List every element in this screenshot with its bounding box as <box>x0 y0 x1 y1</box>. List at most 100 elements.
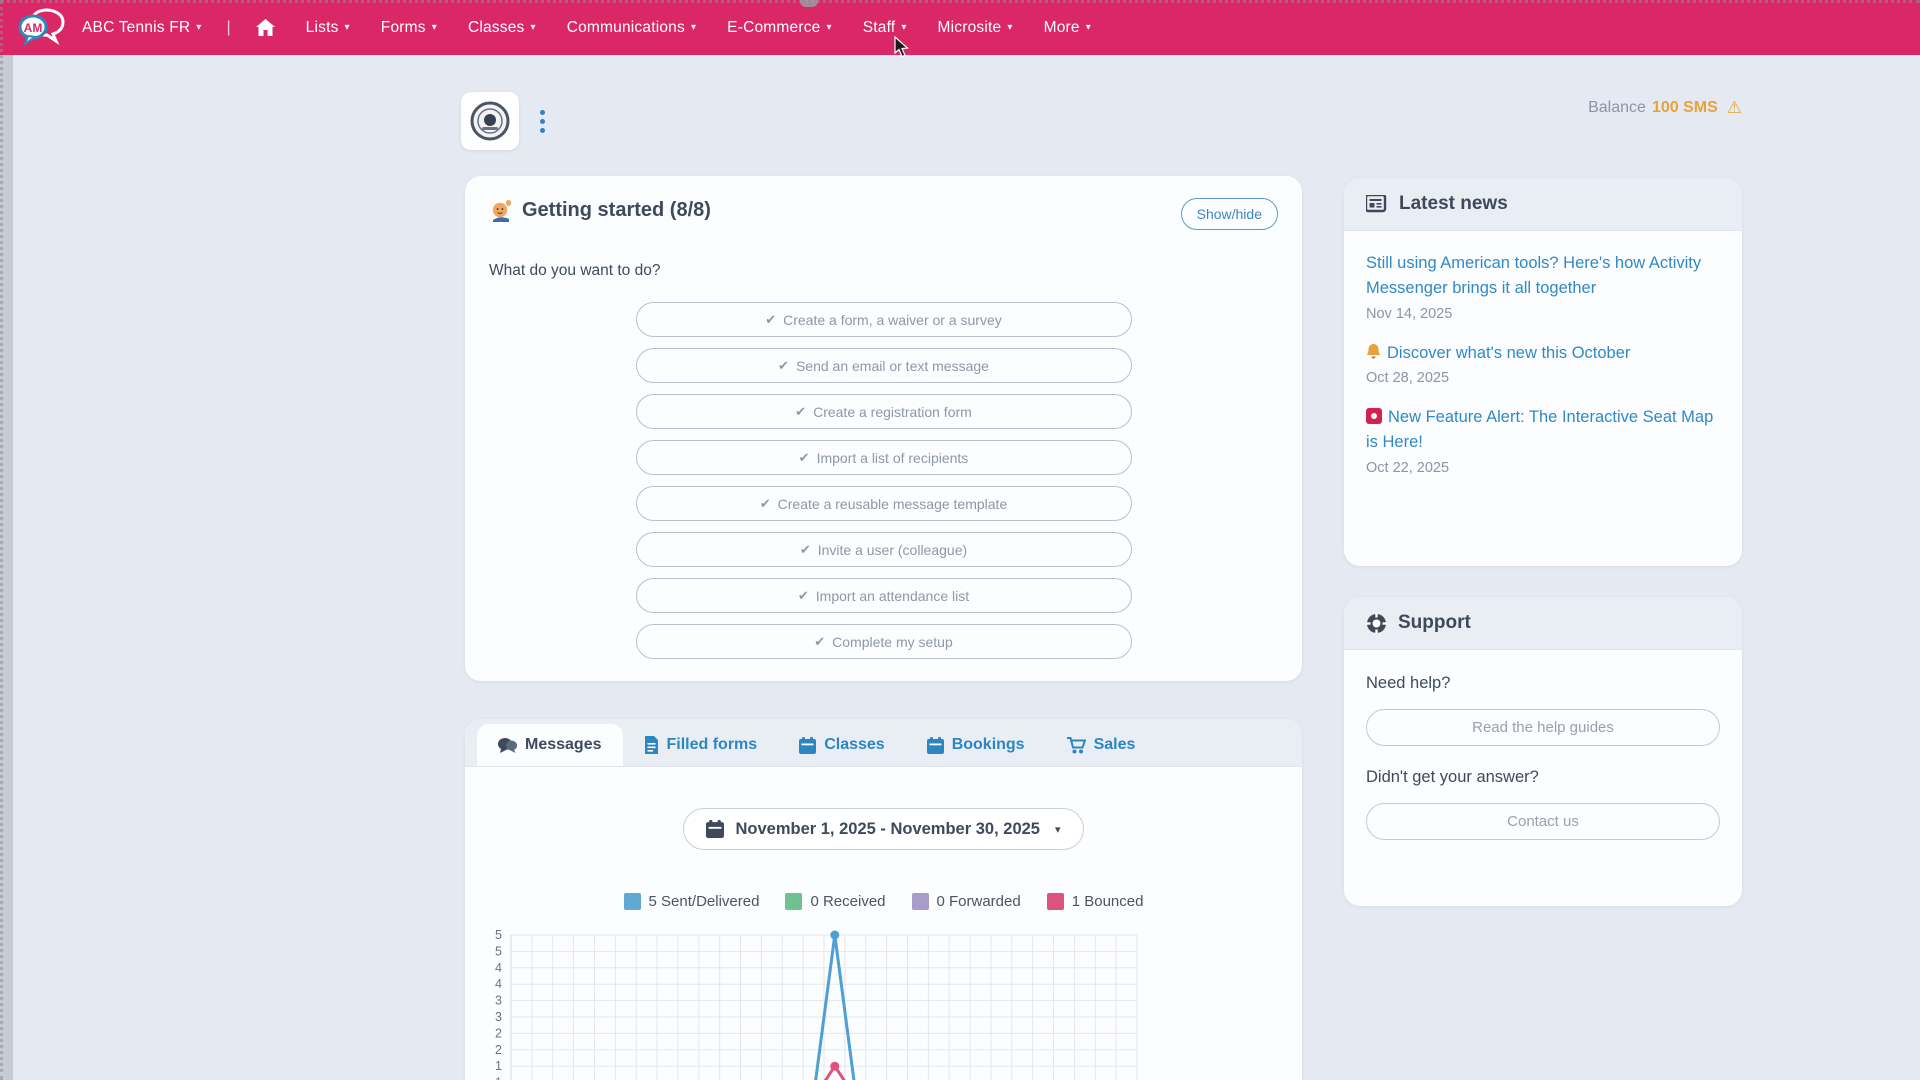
task-create-form-button[interactable]: Create a form, a waiver or a survey <box>635 302 1132 337</box>
task-registration-form-button[interactable]: Create a registration form <box>635 394 1132 429</box>
date-range-value: November 1, 2025 - November 30, 2025 <box>735 819 1040 838</box>
check-icon <box>760 495 771 512</box>
balance-value: 100 SMS <box>1651 99 1718 116</box>
svg-text:4: 4 <box>495 977 502 991</box>
support-title: Support <box>1398 612 1471 633</box>
nav-item-forms[interactable]: Forms ▾ <box>380 18 437 36</box>
support-card: Support Need help? Read the help guides … <box>1344 597 1742 906</box>
nav-separator: | <box>226 18 231 36</box>
svg-text:AM: AM <box>24 21 43 35</box>
home-button[interactable] <box>255 19 275 36</box>
screen-share-handle <box>800 0 818 7</box>
support-header: Support <box>1344 597 1742 650</box>
legend-swatch <box>623 893 641 910</box>
legend-sent-delivered[interactable]: 5 Sent/Delivered <box>623 893 759 910</box>
svg-text:3: 3 <box>495 1010 502 1024</box>
task-send-message-button[interactable]: Send an email or text message <box>635 348 1132 383</box>
chevron-down-icon: ▾ <box>530 22 536 33</box>
nav-item-lists[interactable]: Lists ▾ <box>305 18 350 36</box>
chevron-down-icon: ▾ <box>901 22 907 33</box>
task-import-attendance-button[interactable]: Import an attendance list <box>635 578 1132 613</box>
contact-us-button[interactable]: Contact us <box>1366 803 1720 840</box>
task-complete-setup-button[interactable]: Complete my setup <box>635 624 1132 659</box>
tab-filled-forms[interactable]: Filled forms <box>623 724 779 766</box>
need-help-text: Need help? <box>1366 674 1451 692</box>
new-feature-icon <box>1366 408 1382 425</box>
stats-tab-bar: Messages Filled forms Classes Bookings <box>465 719 1302 767</box>
svg-text:2: 2 <box>495 1043 502 1057</box>
nav-item-classes[interactable]: Classes ▾ <box>467 18 536 36</box>
chevron-down-icon: ▾ <box>1054 823 1061 836</box>
didnt-get-answer-text: Didn't get your answer? <box>1366 768 1539 786</box>
org-switcher[interactable]: ABC Tennis FR ▾ <box>82 19 202 37</box>
tab-messages[interactable]: Messages <box>477 724 623 766</box>
messages-chart-container: 55443322110 <box>465 927 1302 1080</box>
nav-item-staff[interactable]: Staff ▾ <box>862 18 907 36</box>
news-link-october-news[interactable]: Discover what's new this October <box>1366 343 1630 362</box>
task-message-template-button[interactable]: Create a reusable message template <box>635 486 1132 521</box>
chat-bubbles-icon <box>498 737 517 753</box>
chevron-down-icon: ▾ <box>690 22 697 33</box>
home-icon <box>255 19 275 36</box>
getting-started-title: Getting started (8/8) <box>522 198 711 221</box>
svg-text:2: 2 <box>495 1026 502 1040</box>
org-menu-kebab[interactable] <box>536 106 549 137</box>
left-gutter <box>0 55 13 1080</box>
warning-icon: ⚠ <box>1726 98 1742 117</box>
bell-icon <box>1366 343 1381 358</box>
news-item: New Feature Alert: The Interactive Seat … <box>1366 405 1720 476</box>
tab-classes[interactable]: Classes <box>778 724 906 766</box>
chevron-down-icon: ▾ <box>431 22 437 33</box>
newspaper-icon <box>1366 195 1387 213</box>
svg-text:1: 1 <box>495 1059 502 1073</box>
task-invite-user-button[interactable]: Invite a user (colleague) <box>635 532 1132 567</box>
news-date: Oct 28, 2025 <box>1366 370 1450 387</box>
check-icon <box>765 311 776 328</box>
nav-item-ecommerce[interactable]: E-Commerce ▾ <box>727 18 832 36</box>
legend-swatch <box>911 893 929 910</box>
date-range-selector[interactable]: November 1, 2025 - November 30, 2025 ▾ <box>683 808 1084 850</box>
sms-balance[interactable]: Balance 100 SMS ⚠ <box>1588 98 1742 118</box>
org-badge-icon <box>470 101 510 141</box>
kebab-dot <box>540 119 545 124</box>
activity-stats-card: Messages Filled forms Classes Bookings <box>465 719 1302 1080</box>
frame-artifact-top <box>0 0 1920 3</box>
getting-started-question: What do you want to do? <box>489 262 661 279</box>
svg-text:4: 4 <box>495 961 502 975</box>
legend-swatch <box>785 893 803 910</box>
calendar-icon <box>799 736 817 754</box>
kebab-dot <box>540 128 545 133</box>
news-link-american-tools[interactable]: Still using American tools? Here's how A… <box>1366 254 1702 297</box>
document-icon <box>644 736 658 754</box>
chevron-down-icon: ▾ <box>1085 22 1091 33</box>
news-date: Nov 14, 2025 <box>1366 305 1453 322</box>
news-link-seat-map[interactable]: New Feature Alert: The Interactive Seat … <box>1366 408 1714 451</box>
task-import-recipients-button[interactable]: Import a list of recipients <box>635 440 1132 475</box>
read-help-guides-button[interactable]: Read the help guides <box>1366 709 1720 746</box>
svg-text:3: 3 <box>495 994 502 1008</box>
nav-item-communications[interactable]: Communications ▾ <box>566 18 697 36</box>
news-item: Discover what's new this October Oct 28,… <box>1366 341 1720 387</box>
legend-forwarded[interactable]: 0 Forwarded <box>911 893 1021 910</box>
legend-bounced[interactable]: 1 Bounced <box>1046 893 1143 910</box>
shopping-cart-icon <box>1066 736 1086 753</box>
latest-news-header: Latest news <box>1344 178 1742 231</box>
balance-label: Balance <box>1588 99 1646 116</box>
getting-started-task-list: Create a form, a waiver or a survey Send… <box>489 302 1278 659</box>
nav-item-more[interactable]: More ▾ <box>1043 18 1091 36</box>
nav-item-microsite[interactable]: Microsite ▾ <box>937 18 1013 36</box>
tab-bookings[interactable]: Bookings <box>906 724 1046 766</box>
check-icon <box>799 449 810 466</box>
app-logo[interactable]: AM <box>18 7 66 49</box>
getting-started-title-row: Getting started (8/8) <box>489 198 711 222</box>
messages-line-chart: 55443322110 <box>495 928 1138 1080</box>
check-icon <box>778 357 789 374</box>
chart-legend: 5 Sent/Delivered 0 Received 0 Forwarded … <box>465 893 1302 910</box>
kebab-dot <box>540 110 545 115</box>
org-avatar[interactable] <box>461 92 519 150</box>
legend-swatch <box>1046 893 1064 910</box>
tab-sales[interactable]: Sales <box>1046 724 1157 766</box>
legend-received[interactable]: 0 Received <box>785 893 886 910</box>
show-hide-button[interactable]: Show/hide <box>1180 198 1278 230</box>
svg-text:1: 1 <box>495 1076 502 1080</box>
